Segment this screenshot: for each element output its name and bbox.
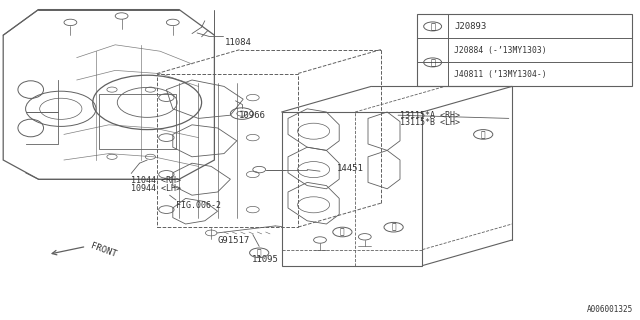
Text: 14451: 14451 [337,164,364,173]
Text: 13115*B <LH>: 13115*B <LH> [400,118,460,127]
Text: J20893: J20893 [454,22,486,31]
Text: FRONT: FRONT [90,241,118,259]
Text: 10966: 10966 [239,111,266,120]
Text: 10944 <LH>: 10944 <LH> [131,184,181,193]
Text: 13115*A <RH>: 13115*A <RH> [400,111,460,120]
Text: J40811 (’13MY1304-): J40811 (’13MY1304-) [454,70,547,79]
Text: ①: ① [391,223,396,232]
Text: ②: ② [430,58,435,67]
Bar [99,94,176,149]
Text: 11095: 11095 [252,255,278,264]
Bar [417,14,632,86]
Text: 11084: 11084 [225,38,252,47]
Text: ①: ① [481,130,486,139]
Text: 11044 <RH>: 11044 <RH> [131,176,181,185]
Text: A006001325: A006001325 [588,305,634,314]
Text: G91517: G91517 [218,236,250,245]
Text: ②: ② [257,248,262,257]
Text: FIG.006-2: FIG.006-2 [176,201,221,210]
Text: ①: ① [340,228,345,236]
Text: ①: ① [430,22,435,31]
Text: J20884 (-’13MY1303): J20884 (-’13MY1303) [454,46,547,55]
